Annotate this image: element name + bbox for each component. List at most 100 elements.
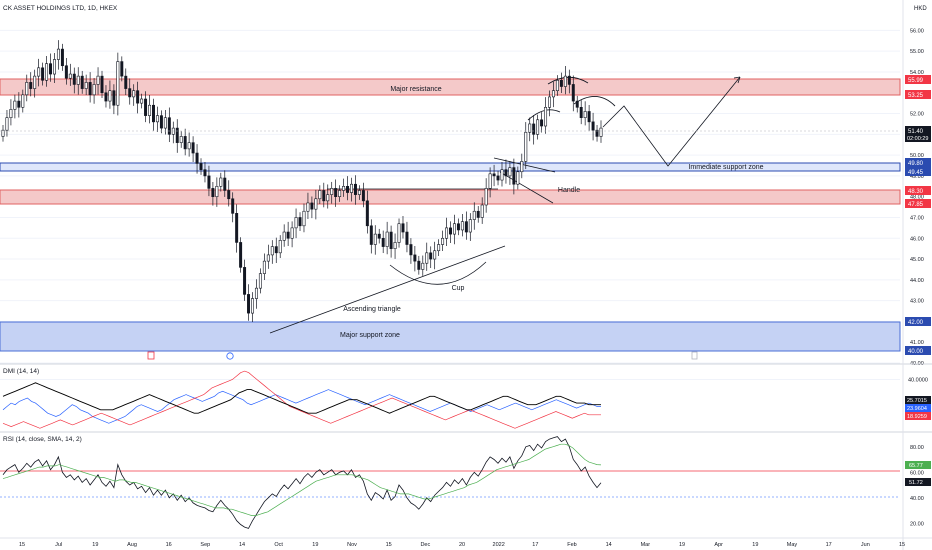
- time-tick-label: 14: [239, 542, 245, 548]
- candle-body: [326, 194, 330, 202]
- candle-body: [571, 84, 575, 102]
- candle-body: [76, 75, 80, 85]
- candle-body: [460, 221, 464, 231]
- immediate-support-label: Immediate support zone: [688, 164, 763, 171]
- rsi-series-0: [2, 436, 602, 529]
- future-event-marker-icon[interactable]: [691, 351, 698, 360]
- candle-body: [587, 111, 591, 123]
- rsi-tick-label: 80.00: [910, 445, 924, 451]
- adx-value: 25.7015: [907, 398, 927, 404]
- major-support-bottom-price: 40.00: [908, 349, 924, 355]
- adx-badge: [905, 396, 931, 404]
- bar-countdown: 02:00:29: [907, 136, 928, 142]
- candle-body: [239, 242, 243, 268]
- candle-body: [144, 98, 148, 116]
- candle-body: [211, 188, 215, 197]
- candle-body: [247, 294, 251, 314]
- candle-body: [520, 161, 524, 173]
- dmi-series-2: [2, 382, 601, 414]
- candle-body: [72, 73, 76, 85]
- candle-body: [92, 84, 96, 96]
- price-tick-label: 56.00: [910, 28, 924, 34]
- candle-body: [464, 221, 468, 233]
- candle-body: [306, 202, 310, 212]
- major-support-label: Major support zone: [340, 332, 400, 339]
- candle-body: [227, 190, 231, 200]
- candle-body: [41, 67, 45, 81]
- rsi-ma-badge: [905, 461, 931, 469]
- candle-body: [298, 217, 302, 227]
- earnings-marker-icon[interactable]: [226, 352, 234, 360]
- candle-body: [484, 188, 488, 206]
- candle-body: [397, 223, 401, 243]
- candle-body: [357, 190, 361, 195]
- candle-body: [583, 111, 587, 119]
- price-tick-label: 43.00: [910, 299, 924, 305]
- candle-body: [472, 210, 476, 220]
- resistance-top-badge: [905, 75, 931, 84]
- candle-body: [405, 231, 409, 245]
- major-support-top-badge: [905, 317, 931, 326]
- candle-body: [124, 75, 128, 89]
- candle-body: [449, 227, 452, 235]
- dmi-series-1: [2, 370, 601, 429]
- candle-body: [532, 123, 536, 135]
- candle-body: [445, 227, 449, 239]
- time-axis[interactable]: 15 Jul 19 Aug 16 Sep 14 Oct 19 Nov 15 Dec 20 2022 17 Fe…: [19, 542, 905, 548]
- candle-body: [159, 115, 163, 129]
- rsi-series-1: [2, 443, 602, 516]
- candle-body: [413, 254, 417, 262]
- candle-body: [488, 173, 492, 189]
- candle-body: [350, 183, 353, 193]
- candle-body: [274, 246, 278, 254]
- candle-body: [100, 75, 104, 94]
- candle-body: [60, 48, 64, 67]
- candle-body: [429, 252, 433, 260]
- handle-channel-lower: [499, 171, 554, 204]
- candle-body: [290, 227, 294, 239]
- cup-label: Cup: [452, 285, 465, 292]
- dividend-marker-icon[interactable]: [147, 351, 155, 360]
- candle-body: [282, 231, 286, 241]
- candle-body: [330, 188, 334, 195]
- candle-body: [318, 190, 322, 200]
- candle-body: [195, 152, 199, 164]
- minus-di-badge: [905, 412, 931, 420]
- candle-body: [29, 82, 33, 89]
- resistance-bottom-badge: [905, 90, 931, 99]
- time-tick-label: 17: [532, 542, 538, 548]
- candle-body: [314, 198, 318, 210]
- candle-body: [353, 183, 357, 195]
- candle-body: [591, 121, 595, 131]
- candle-body: [512, 167, 516, 185]
- candle-body: [45, 63, 49, 81]
- candle-body: [68, 73, 72, 79]
- candle-body: [496, 175, 500, 181]
- candle-body: [37, 67, 41, 77]
- candle-body: [294, 217, 298, 229]
- candle-body: [369, 225, 373, 245]
- candle-body: [334, 188, 338, 197]
- time-tick-label: 15: [386, 542, 392, 548]
- candle-body: [140, 98, 144, 104]
- time-tick-label: Dec: [420, 542, 430, 548]
- candle-body: [492, 173, 496, 177]
- candle-body: [25, 82, 29, 96]
- minus-di-value: 18.9259: [907, 414, 927, 420]
- candle-body: [421, 262, 425, 270]
- handle-bottom-badge: [905, 199, 931, 208]
- candle-body: [278, 240, 282, 254]
- price-tick-label: 54.00: [910, 70, 924, 76]
- candle-body: [262, 260, 266, 274]
- candle-body: [563, 75, 567, 87]
- candle-body: [187, 142, 191, 150]
- dmi-series-0: [2, 389, 601, 424]
- candle-body: [270, 246, 274, 256]
- time-tick-label: 15: [899, 542, 905, 548]
- candle-body: [132, 90, 136, 98]
- rsi-ma-value: 65.77: [909, 463, 923, 469]
- price-tick-label: 48.00: [910, 195, 924, 201]
- candle-body: [322, 190, 326, 202]
- immediate-support-zone: [0, 162, 901, 172]
- candle-body: [231, 198, 235, 214]
